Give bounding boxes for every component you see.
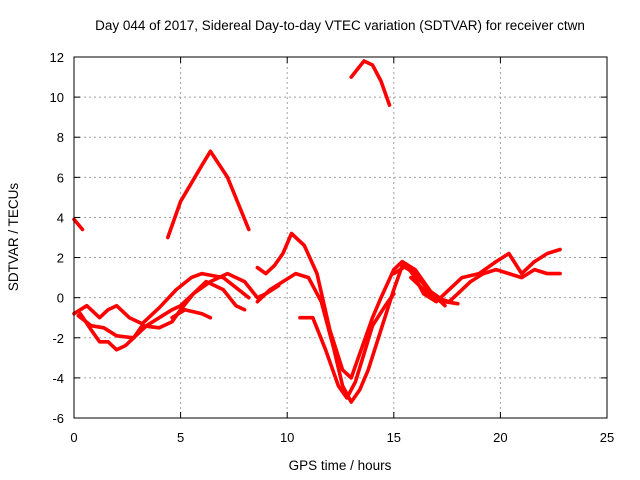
series-line-arc-c xyxy=(349,59,392,107)
x-tick-label: 10 xyxy=(280,430,294,445)
series-line-arc-b xyxy=(166,149,251,240)
series-layer xyxy=(72,59,562,404)
y-tick-label: 10 xyxy=(50,90,64,105)
series-line-arc-i xyxy=(255,263,460,404)
y-tick-label: 6 xyxy=(57,170,64,185)
x-tick-label: 5 xyxy=(177,430,184,445)
chart-title: Day 044 of 2017, Sidereal Day-to-day VTE… xyxy=(95,18,585,33)
y-tick-label: 0 xyxy=(57,291,64,306)
series-line-arc-e xyxy=(76,279,247,340)
series-line-arc-g xyxy=(170,307,213,320)
y-tick-label: 4 xyxy=(57,210,64,225)
x-tick-label: 25 xyxy=(600,430,614,445)
series-line-arc-j xyxy=(298,291,396,400)
x-tick-label: 15 xyxy=(387,430,401,445)
y-tick-label: -6 xyxy=(52,411,64,426)
x-tick-label: 0 xyxy=(70,430,77,445)
y-tick-label: -2 xyxy=(52,331,64,346)
y-tick-label: 2 xyxy=(57,251,64,266)
y-tick-label: 12 xyxy=(50,50,64,65)
series-line-arc-k xyxy=(391,247,562,304)
plot-frame xyxy=(73,56,608,419)
x-tick-label: 20 xyxy=(493,430,507,445)
series-line-arc-a xyxy=(72,217,85,232)
y-tick-label: -4 xyxy=(52,371,64,386)
y-axis-label: SDTVAR / TECUs xyxy=(6,183,21,292)
series-line-arc-l xyxy=(409,267,562,304)
ticks: 0 5 10 15 20 25 -6 -4 -2 0 2 4 6 8 10 12 xyxy=(50,50,615,445)
series-line-arc-h xyxy=(255,231,447,380)
x-axis-label: GPS time / hours xyxy=(289,458,392,473)
y-tick-label: 8 xyxy=(57,130,64,145)
series-line-arc-f xyxy=(78,271,281,352)
